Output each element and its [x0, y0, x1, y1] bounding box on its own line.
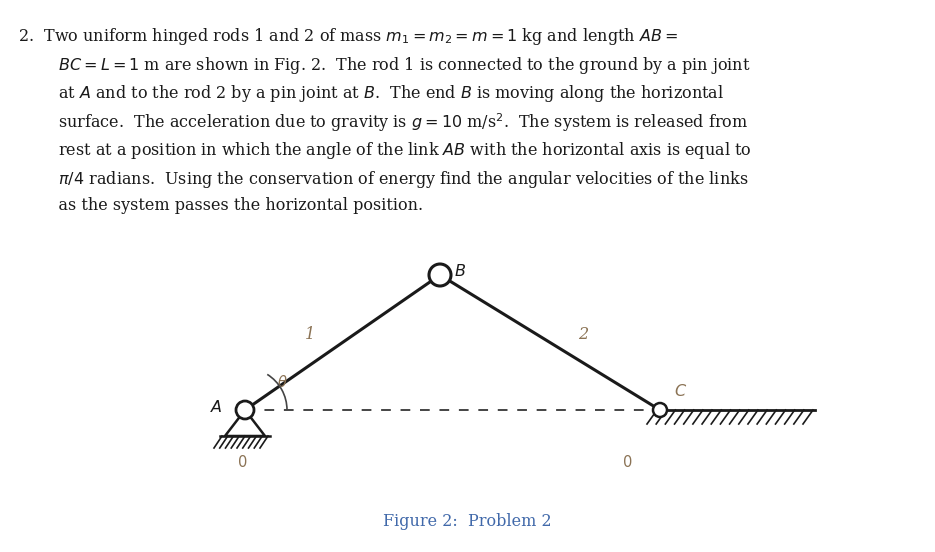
Text: surface.  The acceleration due to gravity is $g = 10$ m/s$^2$.  The system is re: surface. The acceleration due to gravity…: [38, 112, 748, 134]
Text: $BC = L = 1$ m are shown in Fig. 2.  The rod 1 is connected to the ground by a p: $BC = L = 1$ m are shown in Fig. 2. The …: [38, 55, 751, 76]
Text: at $A$ and to the rod 2 by a pin joint at $B$.  The end $B$ is moving along the : at $A$ and to the rod 2 by a pin joint a…: [38, 83, 725, 104]
Circle shape: [236, 401, 254, 419]
Text: 2.  Two uniform hinged rods 1 and 2 of mass $m_1 = m_2 = m = 1$ kg and length $A: 2. Two uniform hinged rods 1 and 2 of ma…: [18, 26, 678, 47]
Text: $0$: $0$: [237, 454, 248, 470]
Text: Figure 2:  Problem 2: Figure 2: Problem 2: [382, 513, 552, 530]
Text: $0$: $0$: [622, 454, 632, 470]
Text: rest at a position in which the angle of the link $AB$ with the horizontal axis : rest at a position in which the angle of…: [38, 140, 752, 161]
Text: 1: 1: [305, 326, 314, 343]
Circle shape: [429, 264, 451, 286]
Text: as the system passes the horizontal position.: as the system passes the horizontal posi…: [38, 197, 424, 214]
Polygon shape: [225, 410, 265, 436]
Text: 2: 2: [578, 326, 588, 343]
Text: $B$: $B$: [454, 263, 466, 279]
Text: $A$: $A$: [210, 400, 223, 417]
Text: $\theta$: $\theta$: [277, 374, 288, 390]
Text: $C$: $C$: [674, 384, 687, 401]
Text: $\pi/4$ radians.  Using the conservation of energy find the angular velocities o: $\pi/4$ radians. Using the conservation …: [38, 168, 748, 189]
Circle shape: [653, 403, 667, 417]
